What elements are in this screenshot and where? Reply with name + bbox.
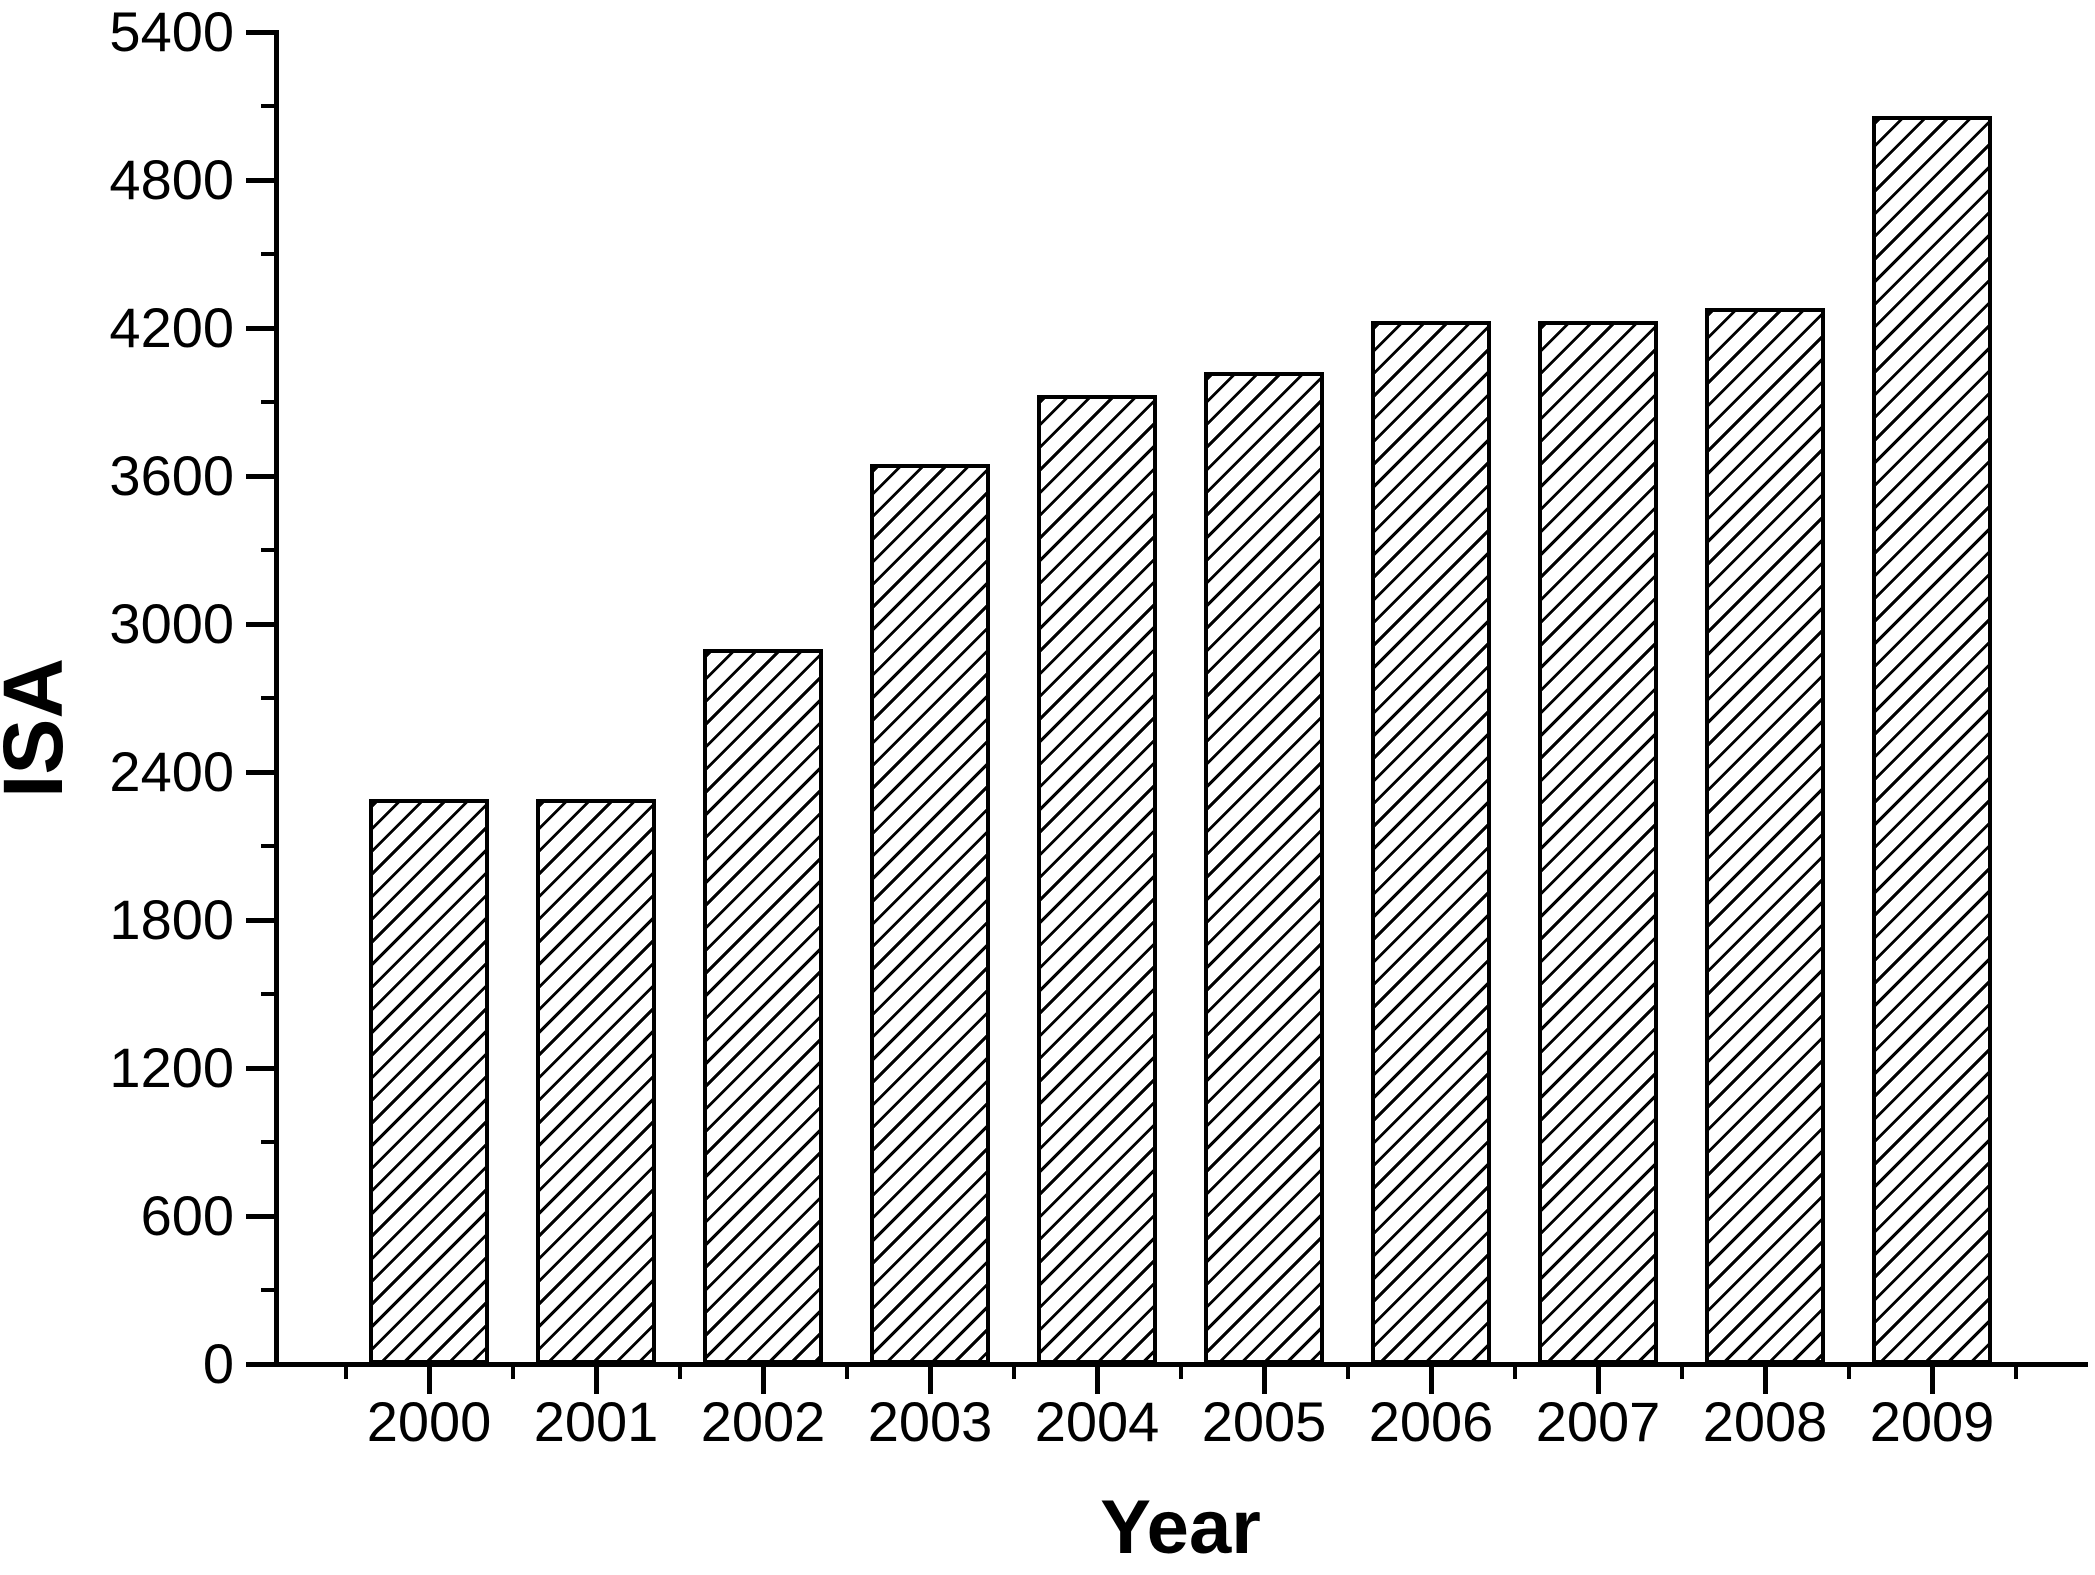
x-major-tick [1094, 1364, 1100, 1394]
y-minor-tick [261, 992, 276, 996]
x-major-tick [1595, 1364, 1601, 1394]
x-tick-label: 2008 [1702, 1390, 1828, 1453]
bar-2007 [1538, 321, 1658, 1364]
x-minor-tick [1846, 1364, 1851, 1379]
x-minor-tick [510, 1364, 515, 1379]
plot-area [246, 29, 2088, 1394]
x-major-tick [593, 1364, 599, 1394]
y-major-tick [246, 917, 276, 923]
x-minor-tick [343, 1364, 348, 1379]
x-minor-tick [1345, 1364, 1350, 1379]
bar-2006 [1371, 321, 1491, 1364]
x-axis-title: Year [1100, 1485, 1261, 1570]
x-tick-label: 2003 [867, 1390, 993, 1453]
bar-2005 [1204, 372, 1324, 1364]
x-major-tick [1762, 1364, 1768, 1394]
y-minor-tick [261, 1288, 276, 1292]
y-minor-tick [261, 104, 276, 108]
x-tick-label: 2000 [366, 1390, 492, 1453]
bar-2004 [1037, 395, 1157, 1364]
y-major-tick [246, 325, 276, 331]
y-tick-label: 4200 [109, 296, 234, 359]
x-major-tick [760, 1364, 766, 1394]
y-major-tick [246, 769, 276, 775]
y-major-tick [246, 1213, 276, 1219]
bar-2001 [536, 799, 656, 1364]
y-major-tick [246, 29, 276, 35]
x-major-tick [426, 1364, 432, 1394]
y-minor-tick [261, 696, 276, 700]
y-minor-tick [261, 1140, 276, 1144]
x-major-tick [1929, 1364, 1935, 1394]
y-axis-line [274, 30, 279, 1367]
y-major-tick [246, 1065, 276, 1071]
y-tick-label: 1200 [109, 1036, 234, 1099]
x-minor-tick [1178, 1364, 1183, 1379]
bar-2008 [1705, 308, 1825, 1364]
x-tick-label: 2005 [1201, 1390, 1327, 1453]
y-minor-tick [261, 400, 276, 404]
y-major-tick [246, 621, 276, 627]
y-major-tick [246, 473, 276, 479]
x-tick-label: 2004 [1034, 1390, 1160, 1453]
x-major-tick [1261, 1364, 1267, 1394]
y-tick-label: 3600 [109, 444, 234, 507]
x-tick-label: 2006 [1368, 1390, 1494, 1453]
y-major-tick [246, 177, 276, 183]
bar-2000 [369, 799, 489, 1364]
x-tick-label: 2002 [700, 1390, 826, 1453]
y-tick-label: 1800 [109, 888, 234, 951]
x-major-tick [1428, 1364, 1434, 1394]
x-minor-tick [2013, 1364, 2018, 1379]
x-minor-tick [1679, 1364, 1684, 1379]
x-minor-tick [677, 1364, 682, 1379]
x-major-tick [927, 1364, 933, 1394]
y-minor-tick [261, 844, 276, 848]
y-tick-label: 5400 [109, 0, 234, 63]
x-minor-tick [1011, 1364, 1016, 1379]
y-tick-label: 0 [202, 1332, 234, 1395]
y-major-tick [246, 1361, 276, 1367]
y-tick-label: 2400 [109, 740, 234, 803]
x-minor-tick [1512, 1364, 1517, 1379]
x-minor-tick [844, 1364, 849, 1379]
bar-2002 [703, 649, 823, 1364]
x-tick-label: 2007 [1535, 1390, 1661, 1453]
y-tick-label: 3000 [109, 592, 234, 655]
x-tick-label: 2009 [1869, 1390, 1995, 1453]
y-minor-tick [261, 548, 276, 552]
bar-2009 [1872, 116, 1992, 1364]
y-minor-tick [261, 252, 276, 256]
x-tick-label: 2001 [533, 1390, 659, 1453]
bar-2003 [870, 464, 990, 1364]
y-tick-label: 4800 [109, 148, 234, 211]
y-tick-label: 600 [140, 1184, 234, 1247]
